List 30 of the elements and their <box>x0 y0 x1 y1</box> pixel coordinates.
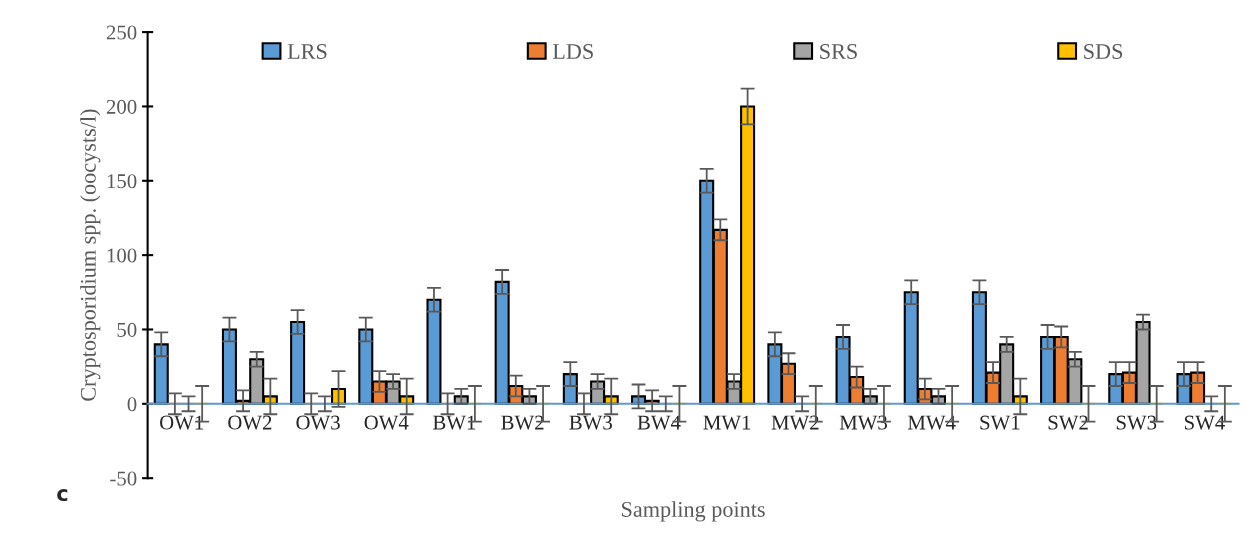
y-tick-label: 0 <box>127 397 137 412</box>
x-tick-label: BW3 <box>569 415 612 430</box>
legend-label: SRS <box>820 44 857 59</box>
y-tick-label: 50 <box>117 322 137 337</box>
x-tick-label: OW1 <box>160 415 204 430</box>
x-tick-label: OW4 <box>364 415 409 430</box>
x-tick-label: BW1 <box>433 415 476 430</box>
legend-label: SDS <box>1084 44 1123 59</box>
x-tick-label: SW1 <box>980 415 1020 430</box>
x-tick-label: MW1 <box>703 415 751 430</box>
x-tick-label: SW4 <box>1184 415 1225 430</box>
y-axis-title: Cryptosporidium spp. (oocysts/l) <box>80 109 101 401</box>
legend-label: LRS <box>287 44 327 59</box>
x-tick-label: MW4 <box>907 415 956 430</box>
x-tick-label: SW2 <box>1048 415 1088 430</box>
y-tick-label: 200 <box>106 99 137 114</box>
x-tick-label: BW2 <box>501 415 544 430</box>
x-axis-title: Sampling points <box>622 501 765 522</box>
x-tick-label: MW2 <box>771 415 819 430</box>
x-tick-label: BW4 <box>637 415 681 430</box>
text: c <box>57 489 68 502</box>
legend-label: LDS <box>552 44 593 59</box>
y-tick-label: 100 <box>107 248 137 263</box>
y-tick-label: 250 <box>106 25 137 40</box>
x-tick-label: MW3 <box>839 415 887 430</box>
x-tick-label: SW3 <box>1116 415 1157 430</box>
y-tick-label: -50 <box>110 471 137 486</box>
y-tick-label: 150 <box>107 174 137 189</box>
x-tick-label: OW2 <box>228 415 272 430</box>
x-tick-label: OW3 <box>296 415 340 430</box>
